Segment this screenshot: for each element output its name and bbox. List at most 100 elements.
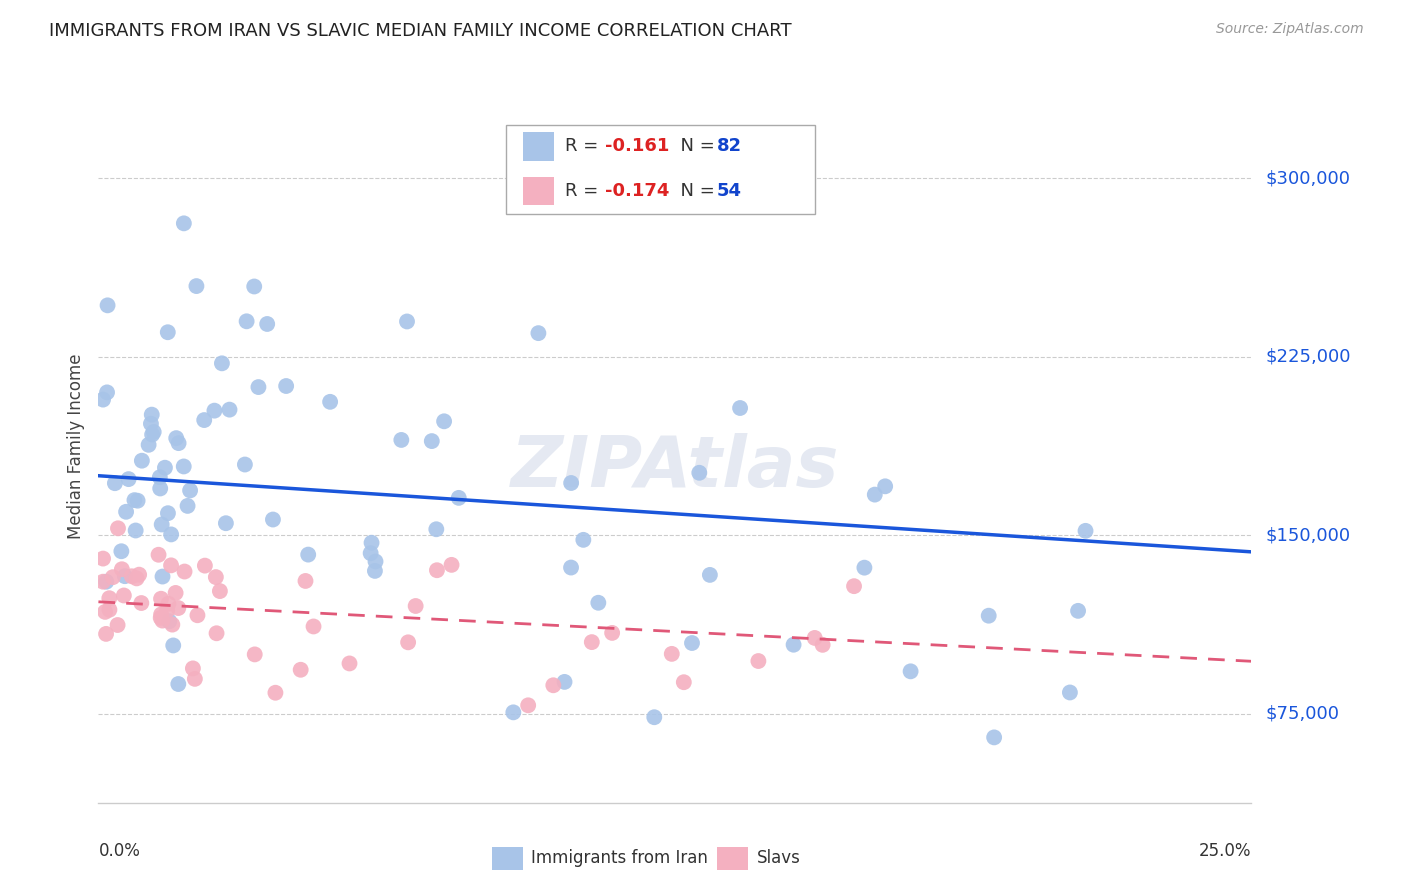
Point bbox=[447, 491, 470, 505]
Point bbox=[142, 425, 165, 439]
Point bbox=[433, 414, 456, 428]
Text: $225,000: $225,000 bbox=[1265, 348, 1351, 366]
Point bbox=[194, 558, 217, 573]
Point bbox=[204, 403, 226, 417]
Point bbox=[211, 356, 233, 370]
Text: $150,000: $150,000 bbox=[1265, 526, 1350, 544]
Point bbox=[104, 476, 127, 491]
Point bbox=[983, 731, 1005, 745]
Text: 54: 54 bbox=[717, 182, 742, 200]
Point bbox=[157, 614, 180, 628]
Point bbox=[94, 627, 117, 641]
Point bbox=[782, 638, 804, 652]
Point bbox=[131, 453, 153, 467]
Point bbox=[193, 413, 215, 427]
Point bbox=[1074, 524, 1097, 538]
Point bbox=[176, 499, 198, 513]
Point bbox=[162, 639, 184, 653]
Point bbox=[186, 608, 208, 623]
Point bbox=[235, 314, 257, 328]
Point bbox=[875, 479, 897, 493]
Point bbox=[262, 512, 284, 526]
Point bbox=[167, 677, 190, 691]
Point bbox=[977, 608, 1000, 623]
Point bbox=[319, 394, 342, 409]
Point bbox=[803, 631, 825, 645]
Point bbox=[165, 431, 187, 445]
Point bbox=[672, 675, 695, 690]
Text: 25.0%: 25.0% bbox=[1199, 842, 1251, 860]
Point bbox=[131, 596, 153, 610]
Point bbox=[186, 279, 208, 293]
Point bbox=[339, 657, 361, 671]
Point bbox=[900, 665, 922, 679]
Point bbox=[276, 379, 298, 393]
Point bbox=[1067, 604, 1090, 618]
Point bbox=[121, 569, 143, 583]
Point bbox=[661, 647, 683, 661]
Text: $75,000: $75,000 bbox=[1265, 705, 1340, 723]
Point bbox=[643, 710, 665, 724]
Point bbox=[517, 698, 540, 713]
Point bbox=[747, 654, 769, 668]
Point bbox=[184, 672, 207, 686]
Point bbox=[502, 706, 524, 720]
Point bbox=[167, 601, 190, 615]
Point bbox=[181, 661, 204, 675]
Point bbox=[141, 427, 163, 442]
Point bbox=[96, 574, 118, 589]
Point bbox=[426, 563, 449, 577]
Point bbox=[290, 663, 312, 677]
Point bbox=[364, 564, 387, 578]
Point bbox=[420, 434, 443, 449]
Point bbox=[554, 674, 576, 689]
Point bbox=[111, 562, 134, 576]
Point bbox=[94, 605, 117, 619]
Point bbox=[150, 591, 173, 606]
Point bbox=[112, 589, 135, 603]
Point bbox=[110, 544, 132, 558]
Point bbox=[256, 317, 278, 331]
Point bbox=[243, 279, 266, 293]
Text: -0.174: -0.174 bbox=[605, 182, 669, 200]
Point bbox=[156, 325, 179, 339]
Point bbox=[396, 635, 419, 649]
Point bbox=[688, 466, 710, 480]
Point bbox=[152, 614, 174, 628]
Point bbox=[588, 596, 610, 610]
Text: Immigrants from Iran: Immigrants from Iran bbox=[531, 849, 709, 867]
Point bbox=[543, 678, 565, 692]
Point bbox=[294, 574, 316, 588]
Point bbox=[150, 517, 173, 532]
Point bbox=[302, 619, 325, 633]
Point bbox=[581, 635, 603, 649]
Point bbox=[264, 686, 287, 700]
Text: N =: N = bbox=[669, 182, 721, 200]
Text: ZIPAtlas: ZIPAtlas bbox=[510, 433, 839, 502]
Point bbox=[243, 648, 266, 662]
Point bbox=[699, 568, 721, 582]
Point bbox=[127, 493, 149, 508]
Text: $300,000: $300,000 bbox=[1265, 169, 1350, 187]
Point bbox=[152, 569, 174, 583]
Point bbox=[853, 560, 876, 574]
Point bbox=[124, 524, 146, 538]
Point bbox=[97, 298, 120, 312]
Point bbox=[162, 617, 184, 632]
Point bbox=[96, 385, 118, 400]
Point bbox=[167, 436, 190, 450]
Text: Source: ZipAtlas.com: Source: ZipAtlas.com bbox=[1216, 22, 1364, 37]
Point bbox=[156, 506, 179, 520]
Point bbox=[107, 618, 129, 632]
Point bbox=[218, 402, 240, 417]
Text: N =: N = bbox=[669, 137, 721, 155]
Point bbox=[360, 535, 382, 549]
Point bbox=[681, 636, 703, 650]
Point bbox=[811, 638, 834, 652]
Point bbox=[107, 521, 129, 535]
Point bbox=[125, 571, 148, 585]
Point bbox=[141, 408, 163, 422]
Point bbox=[728, 401, 751, 415]
Point bbox=[156, 604, 179, 618]
Point bbox=[153, 460, 176, 475]
